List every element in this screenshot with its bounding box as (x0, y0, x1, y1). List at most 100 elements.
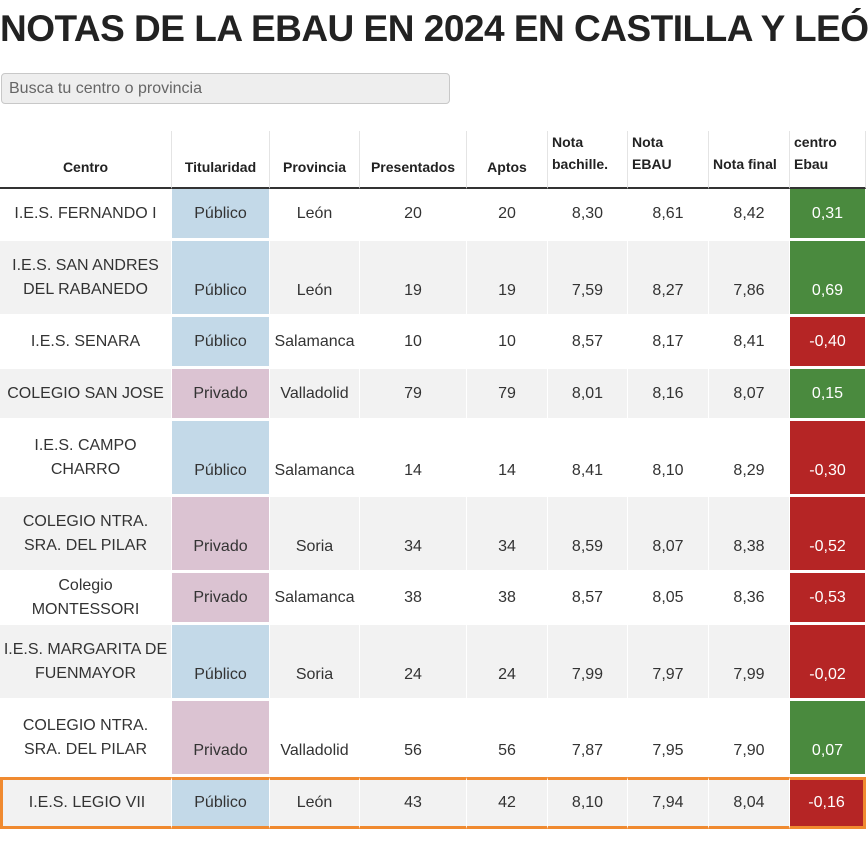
nota-ebau-cell: 8,07 (628, 497, 709, 573)
column-header-presentados[interactable]: Presentados (360, 131, 467, 189)
nota-bachillerato-cell: 7,59 (548, 241, 628, 317)
aptos-cell: 38 (467, 573, 548, 625)
aptos-cell: 79 (467, 369, 548, 421)
nota-final-cell: 8,41 (709, 317, 790, 369)
provincia-cell: León (270, 189, 360, 241)
centro-cell: Colegio MONTESSORI (0, 573, 172, 625)
page-title: NOTAS DE LA EBAU EN 2024 EN CASTILLA Y L… (0, 8, 868, 49)
aptos-cell: 42 (467, 777, 548, 829)
search-input[interactable] (1, 73, 450, 104)
aptos-cell: 24 (467, 625, 548, 701)
titularidad-cell: Público (172, 189, 270, 241)
titularidad-cell: Público (172, 421, 270, 497)
table-header-row: Centro Titularidad Provincia Presentados… (0, 131, 866, 189)
column-header-nota-final[interactable]: Nota final (709, 131, 790, 189)
aptos-cell: 10 (467, 317, 548, 369)
nota-ebau-cell: 8,17 (628, 317, 709, 369)
nota-ebau-cell: 7,95 (628, 701, 709, 777)
diferencia-cell: -0,40 (790, 317, 866, 369)
nota-ebau-cell: 8,61 (628, 189, 709, 241)
centro-cell: I.E.S. SENARA (0, 317, 172, 369)
nota-final-cell: 8,42 (709, 189, 790, 241)
diferencia-cell: 0,31 (790, 189, 866, 241)
presentados-cell: 19 (360, 241, 467, 317)
presentados-cell: 56 (360, 701, 467, 777)
nota-final-cell: 8,38 (709, 497, 790, 573)
column-header-nota-bachillerato[interactable]: Nota bachille. (548, 131, 628, 189)
table-row: I.E.S. SENARA Público Salamanca 10 10 8,57 8,1… (0, 317, 866, 369)
centro-cell: COLEGIO NTRA. SRA. DEL PILAR (0, 701, 172, 777)
centro-cell: I.E.S. LEGIO VII (0, 777, 172, 829)
presentados-cell: 10 (360, 317, 467, 369)
nota-ebau-cell: 8,10 (628, 421, 709, 497)
provincia-cell: Valladolid (270, 369, 360, 421)
aptos-cell: 14 (467, 421, 548, 497)
diferencia-cell: 0,07 (790, 701, 866, 777)
nota-bachillerato-cell: 8,57 (548, 573, 628, 625)
nota-final-cell: 8,29 (709, 421, 790, 497)
centro-cell: I.E.S. SAN ANDRES DEL RABANEDO (0, 241, 172, 317)
table-row: COLEGIO NTRA. SRA. DEL PILAR Privado Valla… (0, 701, 866, 777)
provincia-cell: Soria (270, 497, 360, 573)
titularidad-cell: Público (172, 317, 270, 369)
provincia-cell: León (270, 241, 360, 317)
table-row: I.E.S. MARGARITA DE FUENMAYOR Público Sori… (0, 625, 866, 701)
provincia-cell: León (270, 777, 360, 829)
nota-bachillerato-cell: 8,41 (548, 421, 628, 497)
nota-ebau-cell: 7,94 (628, 777, 709, 829)
aptos-cell: 19 (467, 241, 548, 317)
aptos-cell: 56 (467, 701, 548, 777)
nota-ebau-cell: 8,05 (628, 573, 709, 625)
provincia-cell: Salamanca (270, 317, 360, 369)
titularidad-cell: Privado (172, 701, 270, 777)
provincia-cell: Soria (270, 625, 360, 701)
table-row: I.E.S. SAN ANDRES DEL RABANEDO Público Leó… (0, 241, 866, 317)
aptos-cell: 34 (467, 497, 548, 573)
centro-cell: COLEGIO NTRA. SRA. DEL PILAR (0, 497, 172, 573)
diferencia-cell: -0,52 (790, 497, 866, 573)
table-row: COLEGIO NTRA. SRA. DEL PILAR Privado Soria… (0, 497, 866, 573)
centro-cell: I.E.S. MARGARITA DE FUENMAYOR (0, 625, 172, 701)
titularidad-cell: Público (172, 777, 270, 829)
centro-cell: COLEGIO SAN JOSE (0, 369, 172, 421)
provincia-cell: Salamanca (270, 573, 360, 625)
nota-final-cell: 7,99 (709, 625, 790, 701)
diferencia-cell: -0,30 (790, 421, 866, 497)
nota-final-cell: 8,04 (709, 777, 790, 829)
column-header-diferencia[interactable]: centro Ebau (790, 131, 866, 189)
table-row: I.E.S. LEGIO VII Público León 43 42 8,10 7,94 8… (0, 777, 866, 829)
nota-final-cell: 7,90 (709, 701, 790, 777)
presentados-cell: 38 (360, 573, 467, 625)
column-header-centro[interactable]: Centro (0, 131, 172, 189)
titularidad-cell: Privado (172, 369, 270, 421)
nota-final-cell: 8,07 (709, 369, 790, 421)
titularidad-cell: Público (172, 241, 270, 317)
diferencia-cell: 0,15 (790, 369, 866, 421)
nota-ebau-cell: 7,97 (628, 625, 709, 701)
presentados-cell: 34 (360, 497, 467, 573)
column-header-titularidad[interactable]: Titularidad (172, 131, 270, 189)
table-row: Colegio MONTESSORI Privado Salamanca 38 38 8,… (0, 573, 866, 625)
nota-bachillerato-cell: 8,59 (548, 497, 628, 573)
titularidad-cell: Privado (172, 573, 270, 625)
aptos-cell: 20 (467, 189, 548, 241)
nota-bachillerato-cell: 8,10 (548, 777, 628, 829)
column-header-provincia[interactable]: Provincia (270, 131, 360, 189)
results-table: Centro Titularidad Provincia Presentados… (0, 131, 866, 829)
nota-bachillerato-cell: 7,99 (548, 625, 628, 701)
table-row: I.E.S. FERNANDO I Público León 20 20 8,30 8,61… (0, 189, 866, 241)
diferencia-cell: 0,69 (790, 241, 866, 317)
nota-bachillerato-cell: 8,30 (548, 189, 628, 241)
table-row: COLEGIO SAN JOSE Privado Valladolid 79 79 8,0… (0, 369, 866, 421)
table-row: I.E.S. CAMPO CHARRO Público Salamanca 14 14 8… (0, 421, 866, 497)
provincia-cell: Salamanca (270, 421, 360, 497)
column-header-nota-ebau[interactable]: Nota EBAU (628, 131, 709, 189)
presentados-cell: 79 (360, 369, 467, 421)
presentados-cell: 24 (360, 625, 467, 701)
diferencia-cell: -0,16 (790, 777, 866, 829)
diferencia-cell: -0,02 (790, 625, 866, 701)
diferencia-cell: -0,53 (790, 573, 866, 625)
column-header-aptos[interactable]: Aptos (467, 131, 548, 189)
titularidad-cell: Privado (172, 497, 270, 573)
nota-final-cell: 7,86 (709, 241, 790, 317)
